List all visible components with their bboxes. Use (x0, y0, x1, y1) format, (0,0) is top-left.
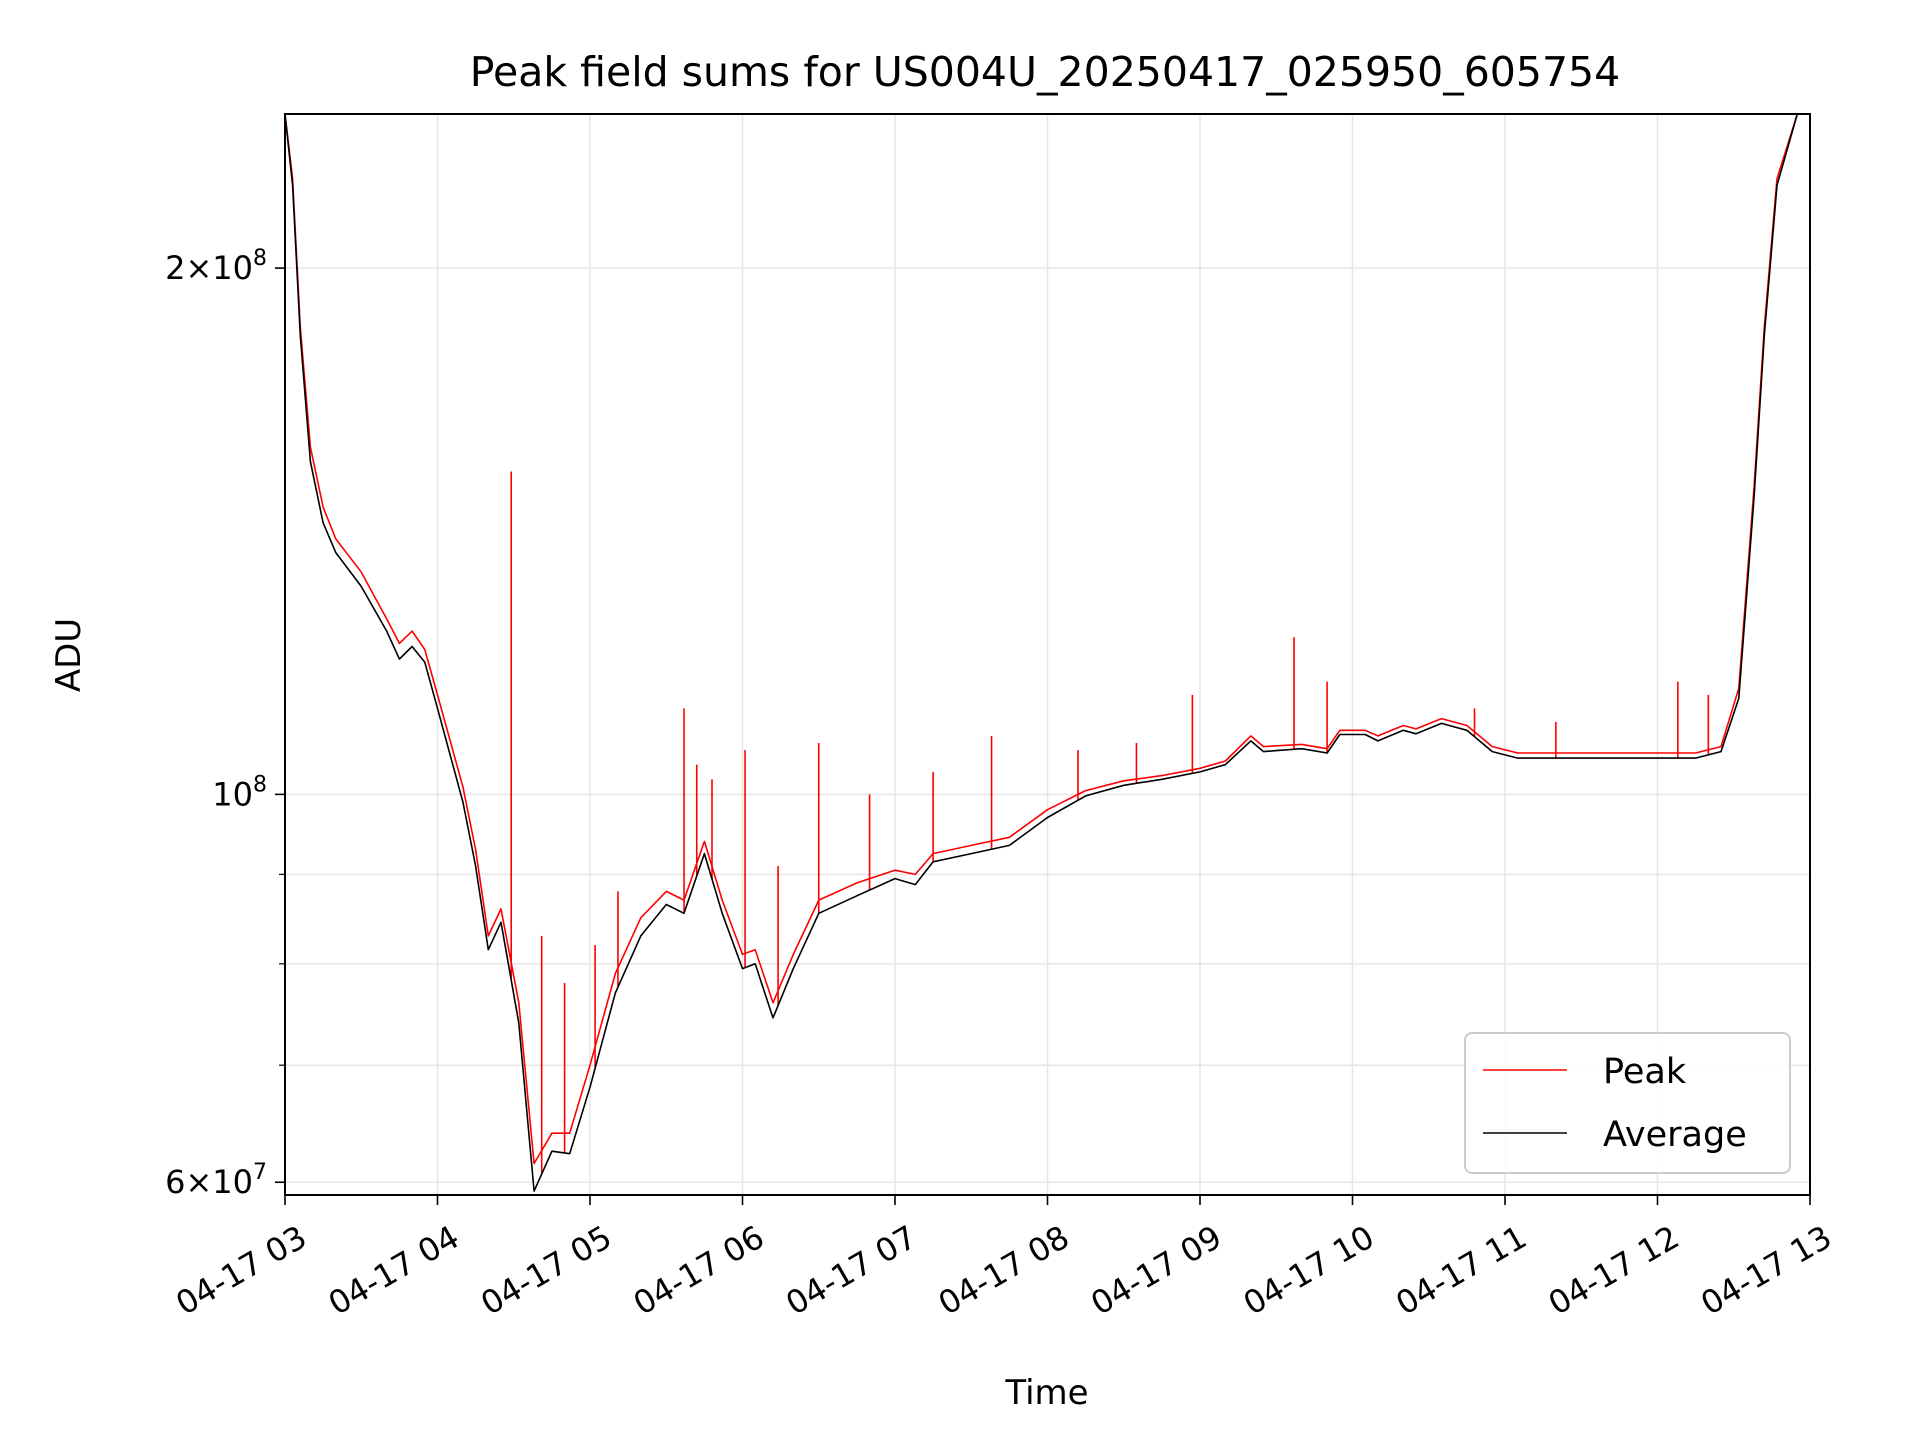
legend-label-average: Average (1603, 1115, 1747, 1155)
y-axis-ticks: 6×107 108 2×108 (165, 246, 285, 1201)
y-tick-label: 2×108 (165, 246, 267, 287)
chart-title: Peak field sums for US004U_20250417_0259… (470, 48, 1620, 96)
y-tick-label: 6×107 (165, 1160, 267, 1201)
plot-area (285, 114, 1799, 1192)
legend-box (1464, 1032, 1791, 1174)
legend-label-peak: Peak (1603, 1052, 1687, 1092)
legend: Peak Average (1464, 1032, 1791, 1174)
peak-spikes (510, 471, 1710, 1174)
x-axis-label: Time (1004, 1373, 1088, 1413)
series-line-average (285, 114, 1799, 1192)
y-tick-label: 108 (212, 772, 267, 813)
series-line-peak (285, 114, 1799, 1165)
y-axis-label: ADU (49, 618, 89, 692)
